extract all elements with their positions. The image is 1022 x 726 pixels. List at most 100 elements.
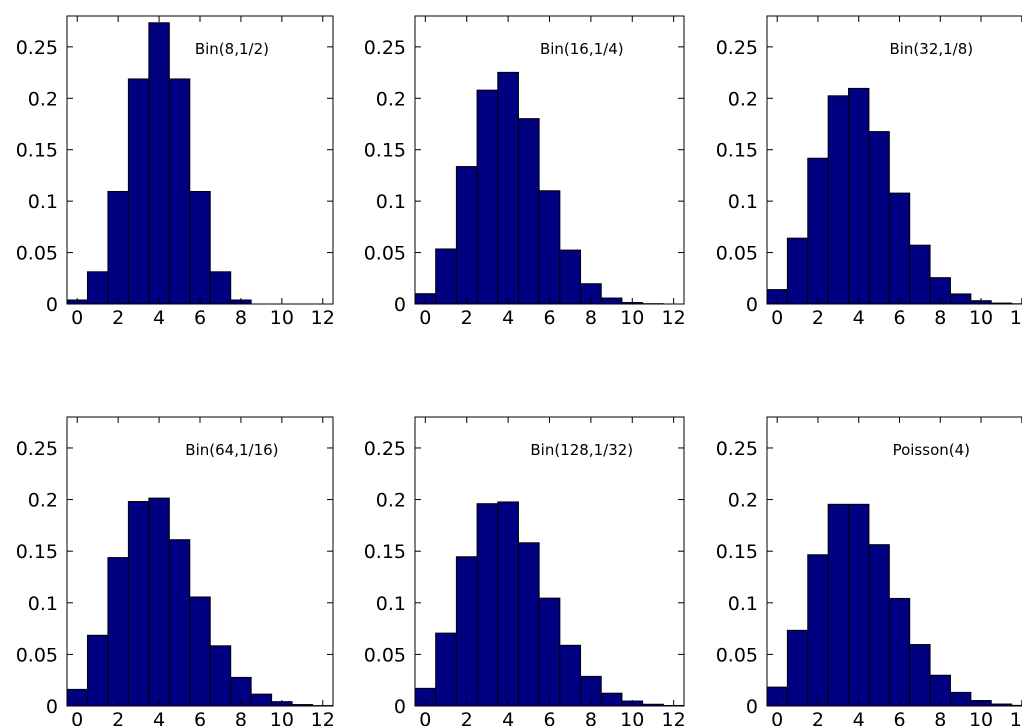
- x-tick-label: 10: [270, 307, 294, 329]
- y-tick-label: 0.15: [364, 541, 406, 563]
- bar-5: [868, 544, 890, 707]
- bar-9: [250, 693, 273, 707]
- y-tick-label: 0.2: [376, 490, 406, 512]
- bar-3: [476, 89, 499, 305]
- y-tick-label: 0: [746, 294, 758, 316]
- y-tick-label: 0.05: [716, 644, 758, 666]
- x-tick-label: 4: [853, 709, 865, 726]
- x-tick-label: 8: [934, 709, 946, 726]
- y-tick-label: 0.2: [728, 88, 758, 110]
- x-tick-label: 4: [153, 307, 165, 329]
- x-tick-label: 10: [620, 709, 644, 726]
- bar-4: [497, 71, 519, 305]
- x-tick-label: 4: [502, 307, 514, 329]
- bar-6: [538, 190, 561, 305]
- panel-title: Bin(32,1/8): [889, 40, 973, 58]
- bar-3: [827, 503, 850, 707]
- x-tick-label: 0: [419, 709, 431, 726]
- bar-1: [86, 634, 109, 707]
- y-tick-label: 0.2: [376, 88, 406, 110]
- y-tick-label: 0.05: [716, 243, 758, 265]
- bar-5: [168, 539, 191, 707]
- x-tick-label: 10: [969, 709, 993, 726]
- y-tick-label: 0: [46, 696, 58, 718]
- x-tick-label: 12: [662, 709, 686, 726]
- y-tick-label: 0: [394, 294, 406, 316]
- x-tick-label: 4: [853, 307, 865, 329]
- bar-9: [949, 293, 972, 305]
- y-tick-label: 0.05: [16, 644, 58, 666]
- x-tick-label: 8: [235, 307, 247, 329]
- bar-4: [497, 501, 519, 707]
- bar-5: [168, 78, 191, 305]
- bar-5: [517, 118, 540, 305]
- x-tick-label: 6: [543, 709, 555, 726]
- bar-7: [909, 244, 931, 305]
- bar-1: [786, 629, 809, 707]
- x-tick-label: 8: [934, 307, 946, 329]
- x-tick-label: 4: [153, 709, 165, 726]
- chart-panel-4: 0 2 4 6 8 10 12 0 0.05 0.1 0.15 0.2 0.25 Bin(64,1/16): [16, 416, 335, 726]
- y-tick-label: 0: [46, 294, 58, 316]
- x-tick-label: 2: [461, 709, 473, 726]
- bar-9: [600, 297, 623, 305]
- x-tick-label: 6: [893, 307, 905, 329]
- x-tick-label: 6: [194, 307, 206, 329]
- y-tick-label: 0: [394, 696, 406, 718]
- y-tick-label: 0.15: [16, 541, 58, 563]
- bar-2: [107, 557, 129, 707]
- bar-2: [807, 554, 829, 707]
- x-tick-label: 2: [812, 709, 824, 726]
- x-tick-label: 2: [112, 709, 124, 726]
- y-tick-label: 0.1: [728, 191, 758, 213]
- x-tick-label: 0: [419, 307, 431, 329]
- bar-2: [107, 190, 129, 305]
- bar-6: [888, 597, 911, 707]
- y-tick-label: 0.05: [16, 243, 58, 265]
- x-tick-label: 0: [71, 307, 83, 329]
- bar-6: [189, 190, 211, 305]
- x-tick-label: 6: [893, 709, 905, 726]
- y-tick-label: 0.05: [364, 243, 406, 265]
- bar-9: [949, 691, 972, 707]
- x-tick-label: 2: [461, 307, 473, 329]
- y-tick-label: 0.1: [376, 191, 406, 213]
- bar-4: [848, 503, 870, 707]
- bar-1: [435, 248, 457, 305]
- y-tick-label: 0.25: [716, 37, 758, 59]
- panel-title: Bin(16,1/4): [540, 40, 624, 58]
- y-tick-label: 0.25: [364, 37, 406, 59]
- y-tick-label: 0.1: [28, 593, 58, 615]
- bar-2: [455, 556, 478, 707]
- x-tick-label: 10: [270, 709, 294, 726]
- bar-1: [86, 271, 109, 305]
- bar-2: [455, 166, 478, 305]
- x-tick-label: 6: [194, 709, 206, 726]
- bar-1: [786, 237, 809, 305]
- y-tick-label: 0.15: [16, 140, 58, 162]
- bar-7: [559, 644, 582, 707]
- panel-title: Bin(128,1/32): [530, 441, 633, 459]
- panel-title: Bin(64,1/16): [185, 441, 278, 459]
- x-tick-label: 12: [311, 709, 335, 726]
- bar-7: [209, 271, 232, 305]
- y-tick-label: 0.05: [364, 644, 406, 666]
- chart-panel-5: 0 2 4 6 8 10 12 0 0.05 0.1 0.15 0.2 0.25 Bin(128,1/32…: [364, 416, 686, 726]
- y-tick-label: 0.1: [728, 593, 758, 615]
- y-tick-label: 0: [746, 696, 758, 718]
- x-tick-label: 0: [71, 709, 83, 726]
- panel-title: Bin(8,1/2): [195, 40, 269, 58]
- bar-5: [517, 542, 540, 707]
- y-tick-label: 0.1: [376, 593, 406, 615]
- x-tick-label: 12: [662, 307, 686, 329]
- y-tick-label: 0.15: [716, 541, 758, 563]
- bar-2: [807, 157, 829, 305]
- x-tick-label: 2: [112, 307, 124, 329]
- x-tick-label: 12: [1010, 709, 1022, 726]
- x-tick-label: 12: [311, 307, 335, 329]
- x-tick-label: 0: [771, 307, 783, 329]
- bar-3: [476, 503, 499, 707]
- y-tick-label: 0.15: [364, 140, 406, 162]
- y-tick-label: 0.25: [16, 438, 58, 460]
- x-tick-label: 4: [502, 709, 514, 726]
